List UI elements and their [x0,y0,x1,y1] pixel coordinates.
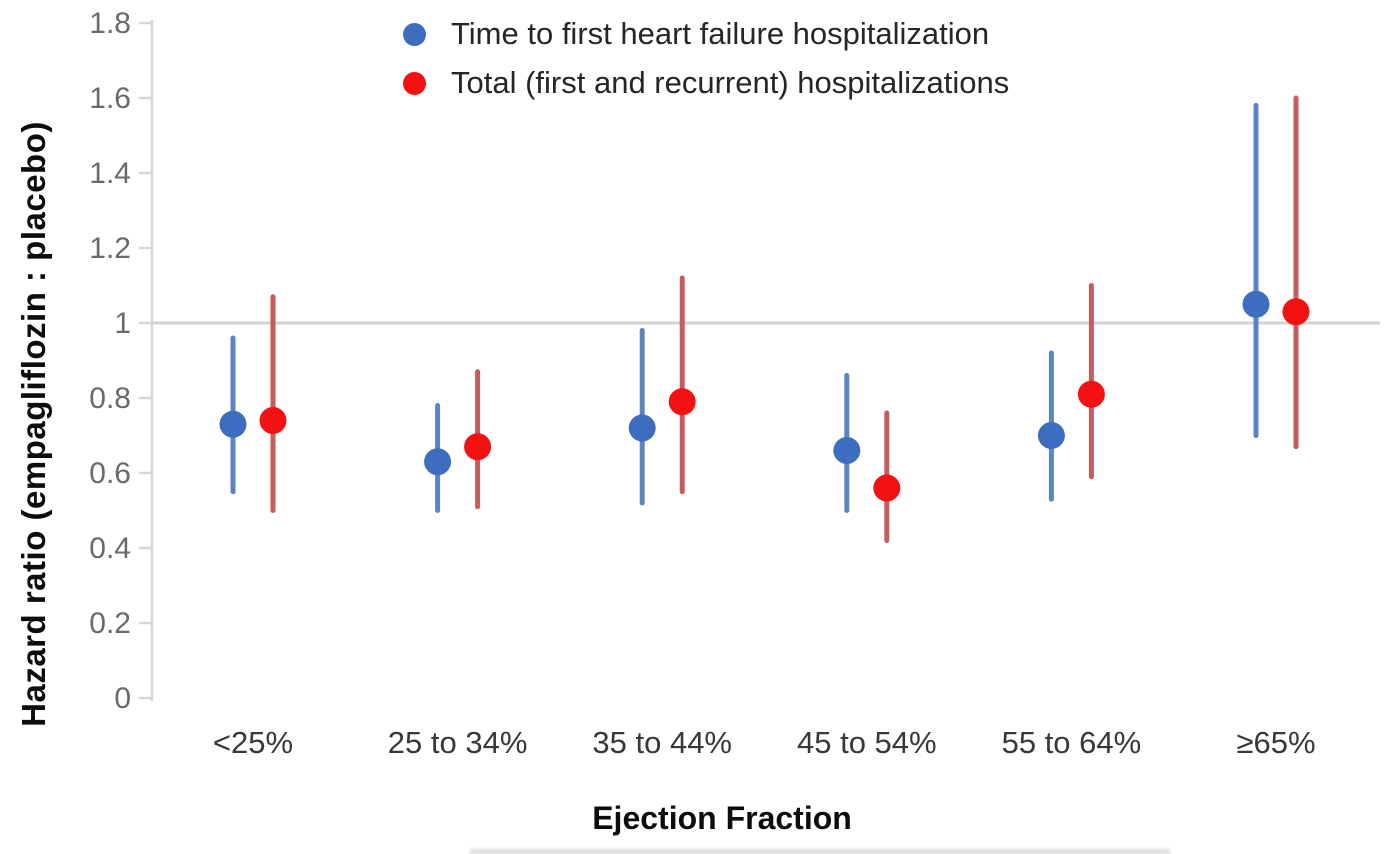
legend-item-first-hospitalization: Time to first heart failure hospitalizat… [403,16,1009,52]
y-tick-label: 0.4 [89,532,131,565]
hr-point-marker [1037,422,1065,449]
x-category-label: 55 to 64% [1002,725,1142,760]
hr-point-marker [628,414,656,442]
legend: Time to first heart failure hospitalizat… [403,16,1009,101]
hr-point-marker [1077,380,1105,408]
y-tick-label: 0.6 [89,457,131,490]
cropped-caption-strip [470,849,1170,854]
y-tick-label: 1.8 [89,7,131,40]
hr-point-marker [833,437,861,464]
hr-point-marker [464,433,492,461]
x-category-label: 35 to 44% [592,725,732,760]
hr-point-marker [1242,290,1270,318]
legend-label-total-hospitalizations: Total (first and recurrent) hospitalizat… [451,65,1010,100]
x-category-label: 25 to 34% [388,725,528,760]
x-category-label: ≥65% [1236,725,1315,760]
hr-point-marker [259,407,287,434]
hr-point-marker [668,388,696,416]
y-tick-label: 1 [114,307,131,340]
hr-point-marker [873,474,901,502]
x-category-label: <25% [213,725,293,760]
legend-item-total-hospitalizations: Total (first and recurrent) hospitalizat… [403,65,1009,101]
legend-label-first-hospitalization: Time to first heart failure hospitalizat… [451,16,990,51]
hr-point-marker [424,448,452,476]
y-tick-label: 1.4 [89,157,131,190]
y-tick-label: 0.8 [89,382,131,415]
hr-point-marker [219,410,247,438]
y-tick-label: 0 [114,682,131,715]
legend-red-dot-icon [403,71,426,95]
y-tick-label: 0.2 [89,607,131,640]
y-tick-label: 1.2 [89,232,131,265]
hr-point-marker [1282,298,1310,326]
y-tick-label: 1.6 [89,82,131,115]
x-category-label: 45 to 54% [797,725,937,760]
x-axis-title: Ejection Fraction [592,800,852,836]
legend-blue-dot-icon [403,22,426,46]
